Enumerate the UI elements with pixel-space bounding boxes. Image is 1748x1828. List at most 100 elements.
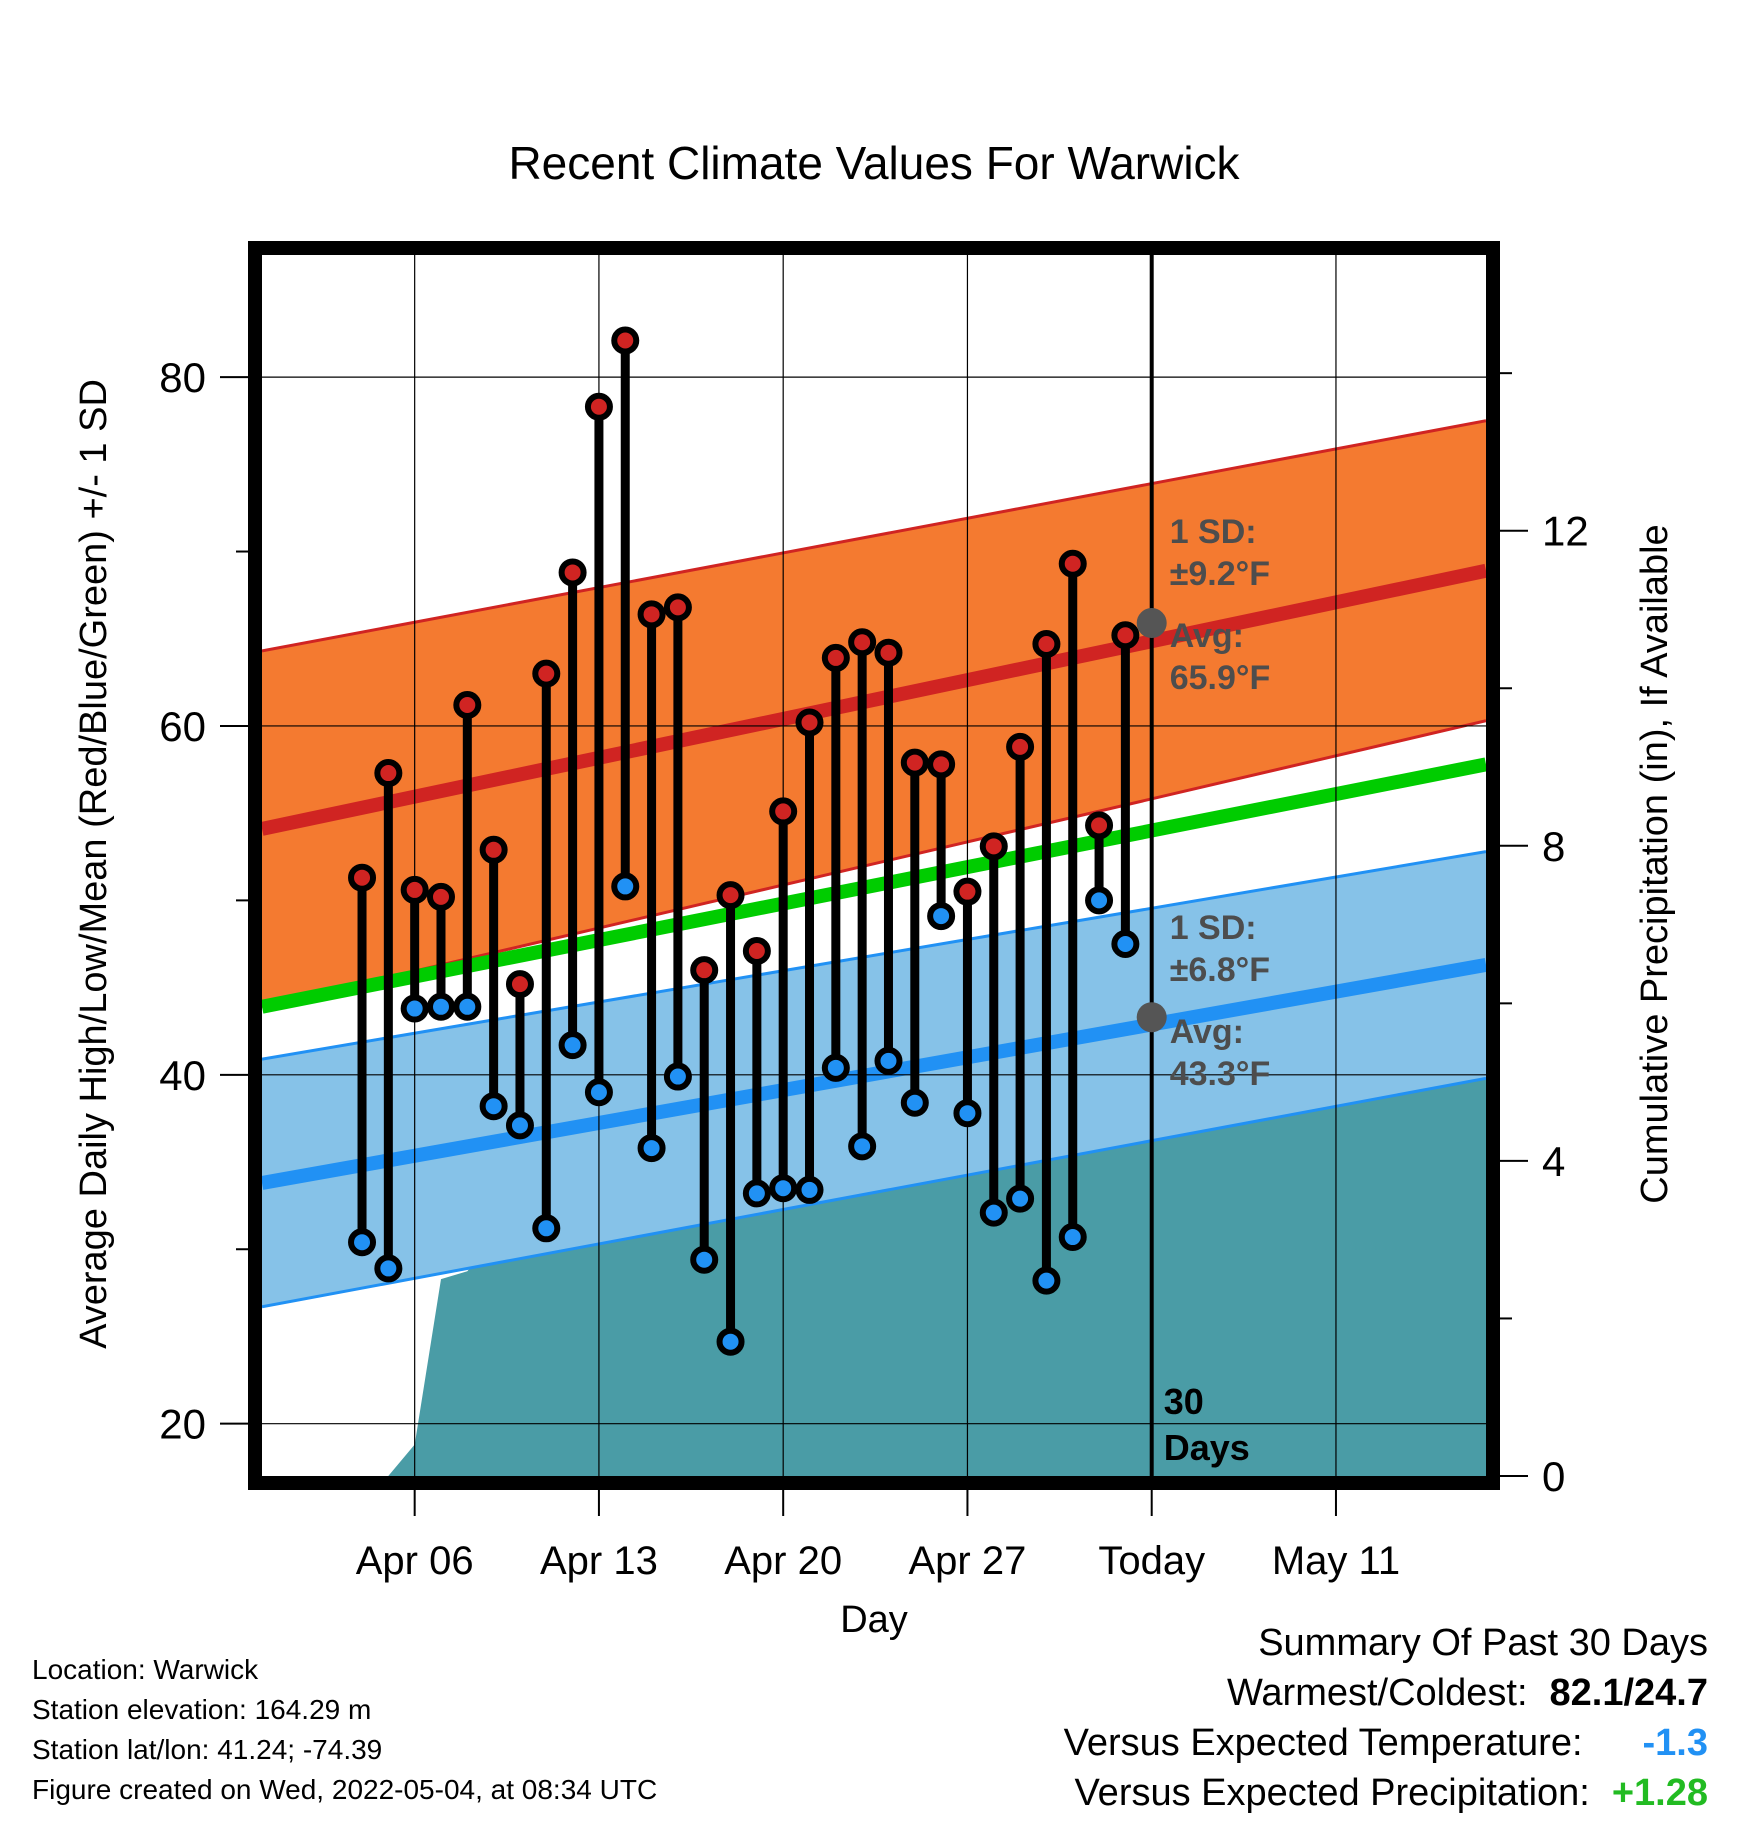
warmest-value: 82.1/24.7 (1549, 1672, 1708, 1714)
x-tick-label: May 11 (1272, 1539, 1400, 1583)
precip-label: Versus Expected Precipitation: (1074, 1772, 1590, 1814)
daily-low-point (795, 1175, 824, 1204)
normal-high-today-marker (1136, 608, 1167, 639)
daily-high-point (532, 659, 561, 688)
daily-low-point (1111, 929, 1140, 958)
elevation-text: Station elevation: 164.29 m (32, 1694, 372, 1725)
x-tick-label: Apr 27 (909, 1539, 1027, 1583)
high-avg-value: 65.9°F (1170, 659, 1271, 697)
daily-high-point (716, 881, 745, 910)
y2-tick-label: 4 (1542, 1138, 1565, 1185)
precipitation-area (354, 1066, 1486, 1476)
today-days-label: Days (1164, 1427, 1250, 1468)
daily-high-point (979, 832, 1008, 861)
daily-high-point (927, 750, 956, 779)
daily-high-point (348, 863, 377, 892)
y-axis-label: Average Daily High/Low/Mean (Red/Blue/Gr… (73, 379, 115, 1349)
normal-low-band-upper-edge (262, 850, 1486, 1061)
today-days-number: 30 (1164, 1381, 1204, 1422)
daily-low-point (742, 1179, 771, 1208)
high-sd-value: ±9.2°F (1170, 555, 1270, 593)
daily-high-point (690, 956, 719, 985)
daily-high-point (821, 643, 850, 672)
daily-low-point (953, 1099, 982, 1128)
y-tick-label: 40 (159, 1052, 206, 1099)
daily-low-point (453, 992, 482, 1021)
daily-high-point (611, 326, 640, 355)
y2-tick-label: 0 (1542, 1453, 1565, 1500)
daily-low-point (348, 1228, 377, 1257)
daily-high-point (558, 558, 587, 587)
low-avg-value: 43.3°F (1170, 1055, 1271, 1093)
x-tick-label: Today (1098, 1539, 1205, 1583)
daily-low-point (637, 1134, 666, 1163)
x-axis-label: Day (840, 1599, 908, 1641)
daily-low-point (374, 1254, 403, 1283)
daily-low-point (426, 992, 455, 1021)
daily-low-point (716, 1327, 745, 1356)
daily-low-point (1058, 1223, 1087, 1252)
low-avg-title: Avg: (1170, 1013, 1244, 1051)
daily-high-point (1058, 549, 1087, 578)
daily-low-point (400, 994, 429, 1023)
daily-high-point (400, 875, 429, 904)
normal-low-band-lower-edge (262, 1076, 1486, 1309)
daily-high-point (953, 877, 982, 906)
daily-high-point (1085, 811, 1114, 840)
y-tick-label: 60 (159, 703, 206, 750)
summary-precip-row: Versus Expected Precipitation: +1.28 (1074, 1772, 1708, 1815)
summary-title: Summary Of Past 30 Days (1258, 1622, 1708, 1664)
daily-low-point (505, 1111, 534, 1140)
daily-low-point (769, 1174, 798, 1203)
x-tick-label: Apr 13 (540, 1539, 658, 1583)
daily-high-point (374, 759, 403, 788)
daily-low-point (1006, 1184, 1035, 1213)
summary-temp-row: Versus Expected Temperature: -1.3 (1064, 1722, 1708, 1765)
daily-low-point (558, 1031, 587, 1060)
low-sd-value: ±6.8°F (1170, 951, 1270, 989)
daily-high-point (848, 628, 877, 657)
daily-high-point (795, 708, 824, 737)
daily-low-point (979, 1198, 1008, 1227)
daily-low-point (848, 1132, 877, 1161)
daily-low-point (663, 1062, 692, 1091)
low-sd-title: 1 SD: (1170, 909, 1257, 947)
daily-high-point (453, 691, 482, 720)
warmest-label: Warmest/Coldest: (1226, 1672, 1528, 1714)
normal-high-band (262, 420, 1486, 1007)
daily-low-point (821, 1053, 850, 1082)
daily-low-point (1085, 886, 1114, 915)
daily-high-point (769, 797, 798, 826)
daily-high-point (637, 600, 666, 629)
y2-axis-label: Cumulative Precipitation (in), If Availa… (1634, 524, 1676, 1203)
daily-low-point (927, 902, 956, 931)
daily-low-point (584, 1078, 613, 1107)
daily-high-point (742, 936, 771, 965)
normal-high-band-upper-edge (262, 419, 1486, 653)
location-text: Location: Warwick (32, 1654, 259, 1685)
normal-low-line (262, 958, 1486, 1190)
y-tick-label: 80 (159, 354, 206, 401)
high-sd-title: 1 SD: (1170, 513, 1257, 551)
y-tick-label: 20 (159, 1401, 206, 1448)
daily-high-point (1032, 629, 1061, 658)
y2-tick-label: 12 (1542, 508, 1589, 555)
y2-tick-label: 8 (1542, 823, 1565, 870)
x-tick-label: Apr 06 (356, 1539, 474, 1583)
daily-low-point (874, 1046, 903, 1075)
daily-high-point (663, 593, 692, 622)
created-text: Figure created on Wed, 2022-05-04, at 08… (32, 1774, 658, 1805)
temp-value: -1.3 (1642, 1722, 1708, 1764)
daily-high-point (900, 748, 929, 777)
high-avg-title: Avg: (1170, 617, 1244, 655)
daily-low-point (532, 1214, 561, 1243)
daily-high-point (505, 970, 534, 999)
plot-inner (262, 255, 1486, 1476)
plot-area: 1 SD: ±9.2°F Avg: 65.9°F 1 SD: ±6.8°F Avg: 43.3… (159, 241, 1589, 1583)
daily-low-point (690, 1245, 719, 1274)
precip-value: +1.28 (1611, 1772, 1708, 1814)
daily-high-point (584, 392, 613, 421)
daily-high-point (1006, 732, 1035, 761)
daily-low-point (900, 1088, 929, 1117)
